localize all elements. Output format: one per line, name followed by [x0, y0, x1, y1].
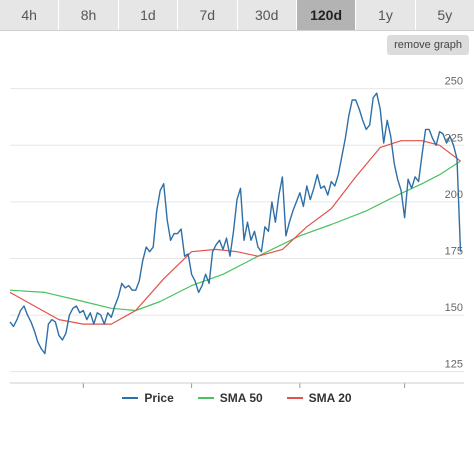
- legend-swatch-price: [122, 397, 139, 399]
- legend-item-price[interactable]: Price: [122, 391, 174, 405]
- series-line-price: [9, 92, 462, 355]
- legend-swatch-sma-20: [286, 397, 303, 399]
- series-line-sma-50: [9, 160, 461, 312]
- range-120d-button[interactable]: 120d: [296, 0, 357, 30]
- legend-label-price: Price: [144, 391, 174, 405]
- chart-legend: Price SMA 50 SMA 20: [0, 391, 474, 405]
- legend-swatch-sma-50: [197, 397, 214, 399]
- range-5y-button[interactable]: 5y: [437, 7, 453, 23]
- range-4h-button[interactable]: 4h: [0, 0, 60, 30]
- time-range-selector: 4h 8h 1d 7d 30d 120d 1y 5y: [0, 0, 474, 31]
- price-chart: 125150175200225250Jul '25Aug '25Sep '25O…: [9, 76, 464, 388]
- series-line-sma-20: [9, 140, 461, 325]
- range-1y-button[interactable]: 1y: [356, 0, 416, 30]
- legend-item-sma-20[interactable]: SMA 20: [286, 391, 352, 405]
- y-tick-label-200: 200: [445, 189, 463, 201]
- y-tick-label-225: 225: [445, 132, 463, 144]
- range-8h-button[interactable]: 8h: [59, 0, 119, 30]
- range-7d-button[interactable]: 7d: [178, 0, 238, 30]
- range-30d-button[interactable]: 30d: [238, 0, 297, 30]
- y-tick-label-250: 250: [445, 76, 463, 88]
- legend-label-sma-50: SMA 50: [219, 391, 263, 405]
- remove-graph-button[interactable]: remove graph: [387, 35, 469, 55]
- y-tick-label-175: 175: [445, 245, 463, 257]
- range-1d-button[interactable]: 1d: [119, 0, 179, 30]
- legend-item-sma-50[interactable]: SMA 50: [197, 391, 263, 405]
- legend-label-sma-20: SMA 20: [308, 391, 352, 405]
- y-tick-label-150: 150: [445, 302, 463, 314]
- y-tick-label-125: 125: [445, 359, 463, 371]
